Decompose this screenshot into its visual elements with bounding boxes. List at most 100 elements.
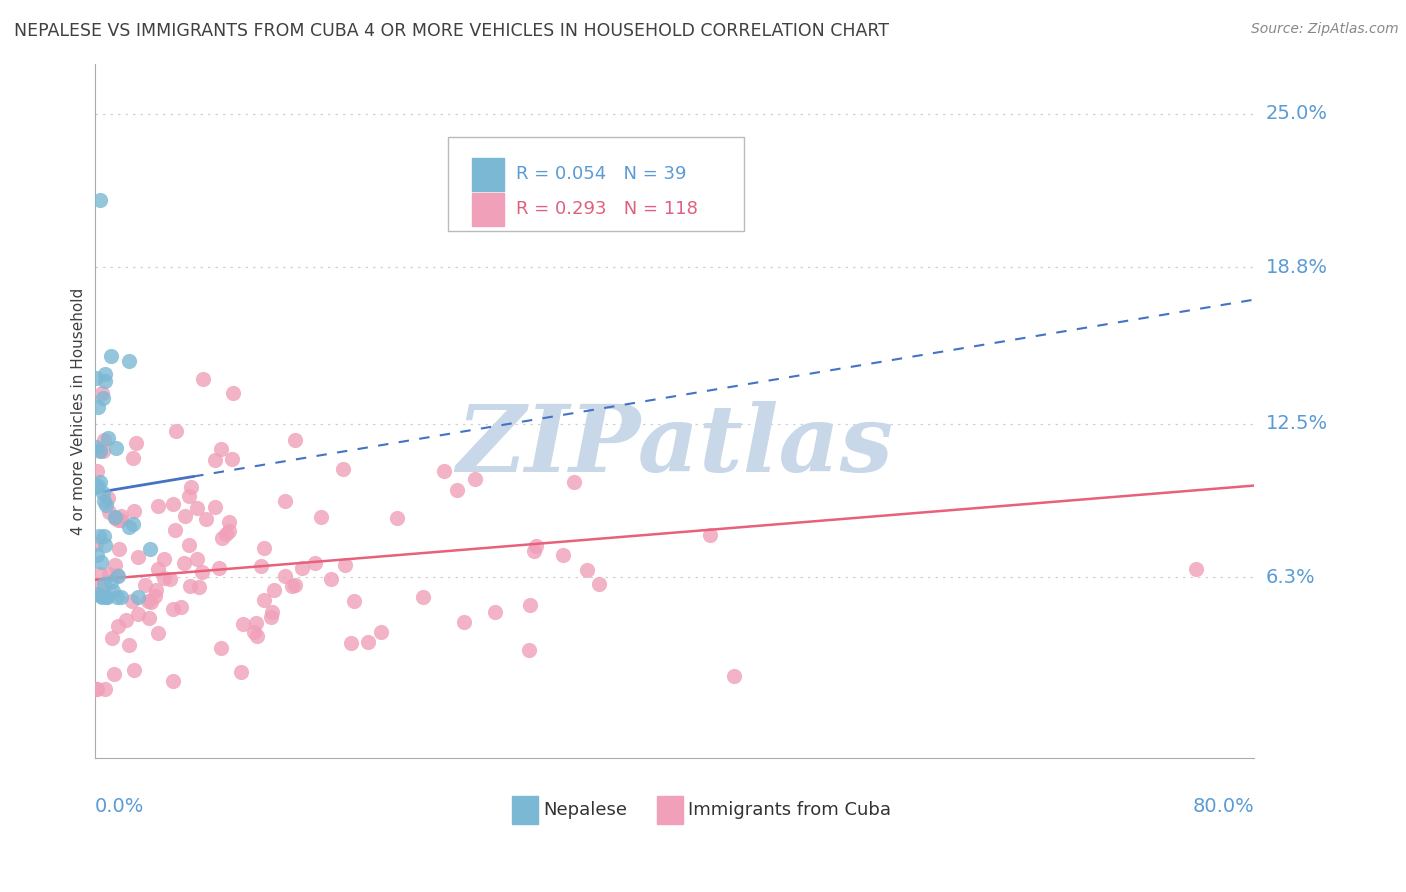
Text: Immigrants from Cuba: Immigrants from Cuba [689, 801, 891, 819]
Point [412, 590, 434, 604]
Point [86, 464, 108, 478]
Point [281, 579, 304, 593]
Point [87, 528, 110, 542]
Point [93, 538, 115, 552]
Point [221, 452, 243, 467]
Point [145, 589, 167, 603]
Point [188, 580, 211, 594]
Point [170, 600, 193, 615]
Point [1185, 562, 1208, 576]
Point [517, 643, 540, 657]
Point [250, 559, 273, 574]
Point [87, 400, 110, 414]
Point [232, 616, 254, 631]
Point [484, 605, 506, 619]
Point [110, 509, 132, 524]
Point [100, 574, 122, 589]
Text: Nepalese: Nepalese [544, 801, 627, 819]
Point [127, 607, 149, 621]
Point [284, 434, 307, 448]
Point [524, 539, 547, 553]
Point [162, 601, 184, 615]
Point [97, 431, 120, 445]
Point [90, 590, 112, 604]
Point [209, 442, 232, 456]
Point [122, 516, 145, 531]
Text: R = 0.293   N = 118: R = 0.293 N = 118 [516, 201, 697, 219]
Point [162, 674, 184, 689]
Point [204, 500, 226, 515]
Point [260, 609, 283, 624]
Point [385, 510, 408, 524]
Text: 80.0%: 80.0% [1192, 797, 1254, 816]
Bar [657, 797, 683, 824]
Point [90, 589, 112, 603]
Point [107, 619, 129, 633]
Point [94, 681, 117, 696]
Point [108, 541, 131, 556]
Point [93, 494, 115, 508]
Point [122, 504, 145, 518]
Point [93, 577, 115, 591]
Point [229, 665, 252, 679]
Point [274, 569, 297, 583]
Point [551, 548, 574, 562]
Point [588, 576, 610, 591]
Point [97, 566, 120, 581]
Point [86, 548, 108, 562]
Point [91, 485, 114, 500]
Point [96, 491, 118, 506]
Point [562, 475, 585, 489]
Point [94, 590, 117, 604]
Point [146, 626, 169, 640]
Point [165, 523, 187, 537]
Point [103, 584, 125, 599]
Point [246, 629, 269, 643]
Point [93, 433, 115, 447]
Point [94, 367, 117, 381]
Point [153, 571, 176, 585]
Point [125, 435, 148, 450]
Point [87, 478, 110, 492]
Point [221, 386, 243, 401]
Point [209, 640, 232, 655]
Text: 18.8%: 18.8% [1265, 258, 1327, 277]
Point [107, 568, 129, 582]
Point [356, 635, 378, 649]
Point [523, 544, 546, 558]
Point [86, 681, 108, 696]
Point [146, 562, 169, 576]
Point [84, 371, 107, 385]
Point [89, 444, 111, 458]
Bar [512, 797, 537, 824]
Point [173, 556, 195, 570]
Point [253, 541, 276, 556]
Point [104, 441, 127, 455]
Text: 0.0%: 0.0% [94, 797, 143, 816]
Point [90, 555, 112, 569]
Point [211, 531, 233, 545]
Point [118, 638, 141, 652]
Bar [471, 158, 503, 191]
Point [87, 442, 110, 457]
Point [332, 462, 354, 476]
Text: 12.5%: 12.5% [1265, 414, 1327, 433]
FancyBboxPatch shape [449, 137, 744, 231]
Point [91, 444, 114, 458]
Point [110, 590, 132, 604]
Point [453, 615, 475, 629]
Point [93, 374, 115, 388]
Text: 6.3%: 6.3% [1265, 567, 1315, 587]
Point [139, 595, 162, 609]
Point [91, 391, 114, 405]
Point [121, 593, 143, 607]
Point [89, 567, 111, 582]
Point [162, 497, 184, 511]
Point [186, 551, 208, 566]
Point [93, 529, 115, 543]
Point [218, 524, 240, 538]
Point [207, 561, 229, 575]
Point [104, 510, 127, 524]
Point [89, 579, 111, 593]
Point [100, 349, 122, 363]
